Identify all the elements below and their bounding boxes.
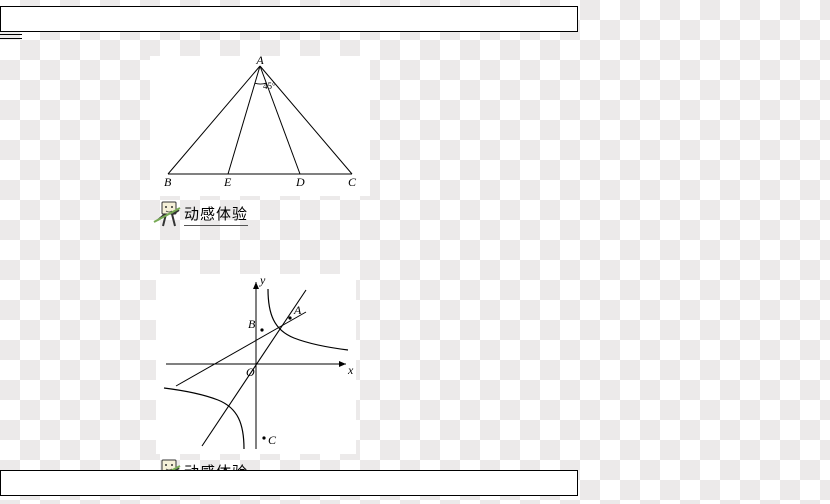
mascot-icon — [152, 200, 182, 228]
label-B2: B — [248, 317, 256, 331]
label-y: y — [259, 274, 266, 287]
figures-column: A 45° B E D C 动感体验 — [150, 56, 370, 486]
badge-1: 动感体验 — [152, 200, 370, 228]
page: A 45° B E D C 动感体验 — [0, 0, 830, 504]
blank-box-bottom — [0, 470, 578, 496]
label-A2: A — [293, 303, 302, 317]
label-C2: C — [268, 433, 277, 447]
triangle-svg: A 45° B E D C — [150, 56, 370, 196]
label-O: O — [246, 365, 255, 379]
label-E: E — [223, 175, 232, 189]
blank-box-top — [0, 6, 578, 32]
label-C: C — [348, 175, 357, 189]
figure-graph: y x O A B C — [156, 274, 356, 454]
rule-line — [0, 38, 22, 41]
label-A: A — [255, 56, 264, 67]
figure-triangle: A 45° B E D C — [150, 56, 370, 196]
rule-line — [0, 34, 22, 37]
label-B: B — [164, 175, 172, 189]
label-x: x — [347, 363, 354, 377]
label-angle: 45° — [263, 81, 276, 91]
label-D: D — [295, 175, 305, 189]
badge-1-text: 动感体验 — [184, 203, 248, 226]
graph-svg: y x O A B C — [156, 274, 356, 454]
